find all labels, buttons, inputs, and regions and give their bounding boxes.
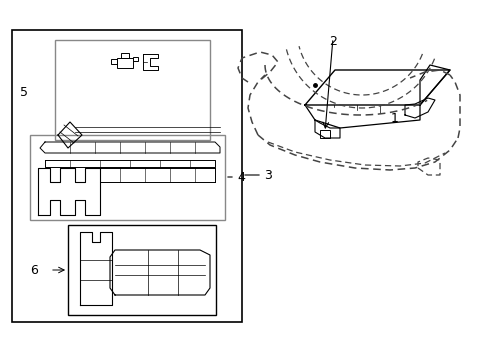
Bar xyxy=(68,225,216,315)
Bar xyxy=(133,57,138,61)
Text: 5: 5 xyxy=(20,86,28,99)
Text: 2: 2 xyxy=(328,35,336,48)
Text: 4: 4 xyxy=(237,171,244,184)
Bar xyxy=(117,58,133,68)
Bar xyxy=(121,53,129,58)
Bar xyxy=(111,59,117,64)
Bar xyxy=(319,130,329,138)
Bar xyxy=(30,135,224,220)
Text: 3: 3 xyxy=(264,168,271,181)
Bar xyxy=(12,30,242,322)
Bar xyxy=(55,40,209,140)
Text: 1: 1 xyxy=(390,112,398,125)
Text: 6: 6 xyxy=(30,264,38,276)
